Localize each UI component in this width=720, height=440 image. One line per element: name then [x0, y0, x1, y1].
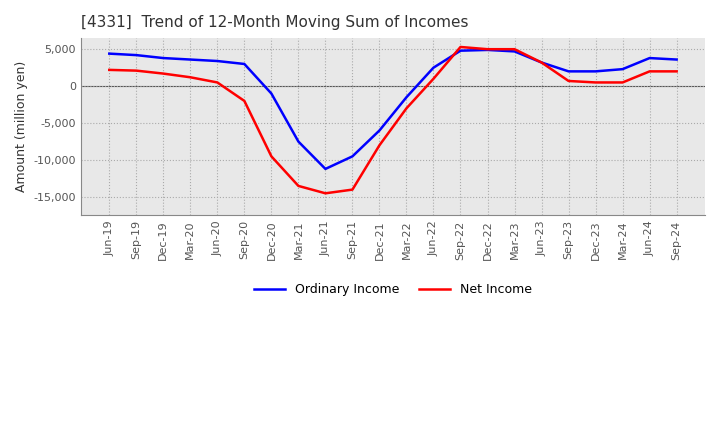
Ordinary Income: [132, 52, 140, 58]
Y-axis label: Amount (million yen): Amount (million yen): [15, 61, 28, 192]
Ordinary Income: [294, 139, 302, 144]
Ordinary Income: [645, 55, 654, 61]
Net Income: [159, 71, 168, 76]
Text: [4331]  Trend of 12-Month Moving Sum of Incomes: [4331] Trend of 12-Month Moving Sum of I…: [81, 15, 469, 30]
Net Income: [267, 154, 276, 159]
Net Income: [402, 106, 411, 111]
Ordinary Income: [618, 66, 627, 72]
Net Income: [240, 98, 248, 103]
Net Income: [213, 80, 222, 85]
Ordinary Income: [186, 57, 194, 62]
Ordinary Income: [159, 55, 168, 61]
Ordinary Income: [564, 69, 573, 74]
Net Income: [456, 44, 465, 50]
Line: Ordinary Income: Ordinary Income: [109, 50, 677, 169]
Ordinary Income: [591, 69, 600, 74]
Ordinary Income: [429, 65, 438, 70]
Net Income: [483, 47, 492, 52]
Net Income: [132, 68, 140, 73]
Ordinary Income: [267, 91, 276, 96]
Net Income: [591, 80, 600, 85]
Net Income: [375, 143, 384, 148]
Net Income: [348, 187, 356, 192]
Net Income: [510, 47, 519, 52]
Ordinary Income: [348, 154, 356, 159]
Legend: Ordinary Income, Net Income: Ordinary Income, Net Income: [249, 279, 537, 301]
Net Income: [672, 69, 681, 74]
Line: Net Income: Net Income: [109, 47, 677, 193]
Ordinary Income: [321, 166, 330, 172]
Net Income: [564, 78, 573, 84]
Ordinary Income: [672, 57, 681, 62]
Ordinary Income: [483, 47, 492, 52]
Net Income: [321, 191, 330, 196]
Net Income: [618, 80, 627, 85]
Ordinary Income: [402, 95, 411, 100]
Net Income: [429, 76, 438, 81]
Ordinary Income: [510, 49, 519, 54]
Ordinary Income: [240, 61, 248, 66]
Ordinary Income: [456, 48, 465, 53]
Net Income: [294, 183, 302, 189]
Net Income: [537, 60, 546, 65]
Net Income: [105, 67, 114, 73]
Net Income: [645, 69, 654, 74]
Ordinary Income: [213, 59, 222, 64]
Net Income: [186, 75, 194, 80]
Ordinary Income: [537, 60, 546, 65]
Ordinary Income: [375, 128, 384, 133]
Ordinary Income: [105, 51, 114, 56]
